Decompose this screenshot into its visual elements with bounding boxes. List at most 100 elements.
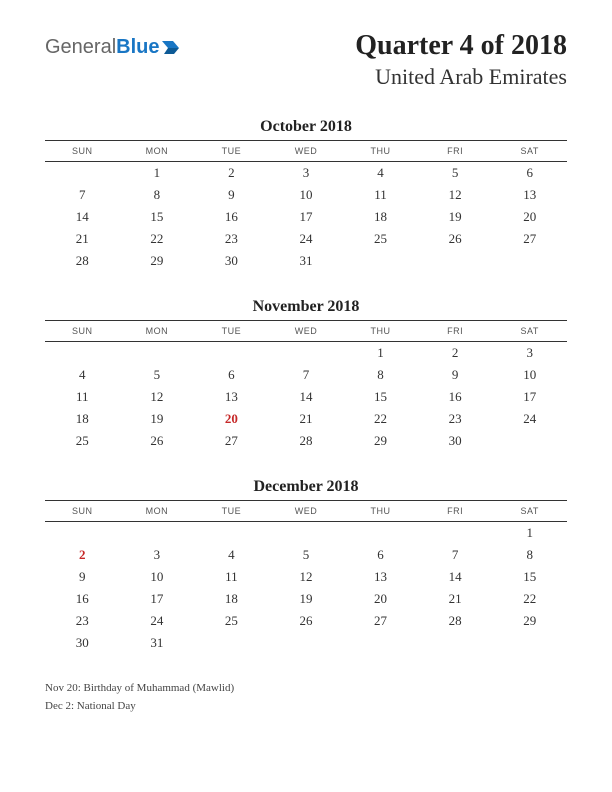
calendar-cell: 15 [120, 206, 195, 228]
calendar-cell: 8 [343, 364, 418, 386]
calendar-cell: 27 [194, 430, 269, 452]
calendar-row: 78910111213 [45, 184, 567, 206]
calendar-cell: 19 [120, 408, 195, 430]
calendar-cell: 25 [343, 228, 418, 250]
calendar-cell: 22 [120, 228, 195, 250]
calendar-cell: 3 [269, 162, 344, 185]
calendar-cell: 4 [45, 364, 120, 386]
day-header: SUN [45, 321, 120, 342]
day-header: WED [269, 141, 344, 162]
calendar-table: SUNMONTUEWEDTHUFRISAT1234567891011121314… [45, 140, 567, 272]
day-header: WED [269, 501, 344, 522]
calendar-cell: 7 [418, 544, 493, 566]
calendar-cell: 5 [120, 364, 195, 386]
calendar-cell [269, 632, 344, 654]
calendar-cell: 21 [269, 408, 344, 430]
calendar-cell: 18 [45, 408, 120, 430]
calendar-month: November 2018SUNMONTUEWEDTHUFRISAT123456… [45, 298, 567, 452]
calendar-cell: 15 [492, 566, 567, 588]
calendar-cell: 1 [492, 522, 567, 545]
header: GeneralBlue Quarter 4 of 2018 United Ara… [45, 30, 567, 90]
calendar-cell [269, 522, 344, 545]
calendar-row: 1 [45, 522, 567, 545]
calendar-cell: 26 [269, 610, 344, 632]
calendar-cell: 4 [343, 162, 418, 185]
calendar-cell: 10 [269, 184, 344, 206]
calendar-cell: 3 [492, 342, 567, 365]
calendar-cell: 4 [194, 544, 269, 566]
day-header: MON [120, 501, 195, 522]
calendar-row: 14151617181920 [45, 206, 567, 228]
calendar-cell [343, 250, 418, 272]
calendar-cell: 9 [194, 184, 269, 206]
calendar-cell: 31 [120, 632, 195, 654]
month-title: November 2018 [45, 298, 567, 316]
calendar-cell: 6 [194, 364, 269, 386]
calendar-cell: 9 [45, 566, 120, 588]
calendar-cell: 29 [120, 250, 195, 272]
calendar-cell: 19 [269, 588, 344, 610]
calendar-cell [492, 632, 567, 654]
logo: GeneralBlue [45, 36, 180, 59]
page-subtitle: United Arab Emirates [355, 64, 567, 90]
day-header: SAT [492, 321, 567, 342]
calendar-cell [194, 342, 269, 365]
calendars-container: October 2018SUNMONTUEWEDTHUFRISAT1234567… [45, 118, 567, 654]
calendar-cell: 16 [418, 386, 493, 408]
logo-text-blue: Blue [116, 36, 159, 59]
calendar-cell: 18 [194, 588, 269, 610]
calendar-cell: 27 [492, 228, 567, 250]
calendar-cell: 13 [343, 566, 418, 588]
calendar-cell: 16 [194, 206, 269, 228]
calendar-cell [45, 342, 120, 365]
calendar-cell: 21 [418, 588, 493, 610]
calendar-cell: 25 [194, 610, 269, 632]
calendar-table: SUNMONTUEWEDTHUFRISAT1234567891011121314… [45, 500, 567, 654]
calendar-cell: 11 [45, 386, 120, 408]
day-header: SUN [45, 141, 120, 162]
calendar-cell [492, 250, 567, 272]
calendar-row: 3031 [45, 632, 567, 654]
calendar-row: 252627282930 [45, 430, 567, 452]
day-header: THU [343, 321, 418, 342]
day-header: TUE [194, 141, 269, 162]
calendar-row: 9101112131415 [45, 566, 567, 588]
calendar-cell [120, 522, 195, 545]
calendar-cell: 30 [45, 632, 120, 654]
calendar-cell: 9 [418, 364, 493, 386]
calendar-row: 18192021222324 [45, 408, 567, 430]
calendar-cell: 11 [343, 184, 418, 206]
calendar-cell: 7 [45, 184, 120, 206]
calendar-cell: 17 [492, 386, 567, 408]
calendar-cell: 5 [269, 544, 344, 566]
day-header: SUN [45, 501, 120, 522]
calendar-row: 2345678 [45, 544, 567, 566]
calendar-cell [45, 522, 120, 545]
day-header: THU [343, 141, 418, 162]
calendar-cell: 23 [194, 228, 269, 250]
calendar-cell [45, 162, 120, 185]
calendar-cell: 6 [492, 162, 567, 185]
calendar-cell [120, 342, 195, 365]
logo-shape-icon [162, 37, 180, 55]
calendar-row: 123 [45, 342, 567, 365]
footnotes: Nov 20: Birthday of Muhammad (Mawlid)Dec… [45, 680, 567, 714]
calendar-cell: 20 [492, 206, 567, 228]
calendar-cell: 7 [269, 364, 344, 386]
day-header: MON [120, 321, 195, 342]
day-header: MON [120, 141, 195, 162]
calendar-cell: 12 [269, 566, 344, 588]
calendar-row: 123456 [45, 162, 567, 185]
calendar-cell: 28 [418, 610, 493, 632]
calendar-cell: 2 [418, 342, 493, 365]
day-header: TUE [194, 321, 269, 342]
calendar-cell: 28 [269, 430, 344, 452]
day-header: SAT [492, 141, 567, 162]
calendar-cell: 22 [492, 588, 567, 610]
calendar-cell: 24 [120, 610, 195, 632]
calendar-cell: 25 [45, 430, 120, 452]
calendar-cell [269, 342, 344, 365]
calendar-cell [418, 632, 493, 654]
calendar-cell [194, 522, 269, 545]
month-title: October 2018 [45, 118, 567, 136]
